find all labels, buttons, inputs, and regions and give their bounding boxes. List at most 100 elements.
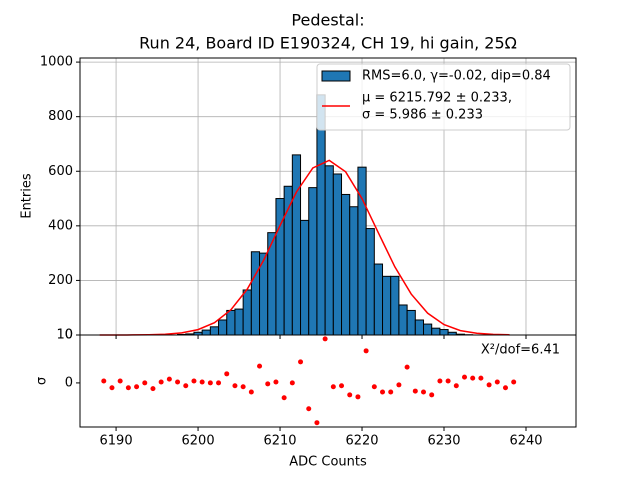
residual-point	[289, 380, 295, 386]
residual-point	[265, 381, 271, 387]
bar	[341, 193, 351, 336]
chart-subtitle: Run 24, Board ID E190324, CH 19, hi gain…	[139, 34, 517, 53]
bar	[423, 323, 433, 336]
residual-point	[232, 383, 238, 389]
bar	[439, 329, 449, 336]
residual-point	[322, 336, 328, 342]
residual-point	[142, 380, 148, 386]
bar	[406, 309, 416, 336]
residual-point	[314, 420, 320, 426]
y-tick-label: 0	[65, 328, 73, 343]
bar	[308, 187, 318, 336]
residual-point	[273, 379, 279, 385]
residual-point	[486, 382, 492, 388]
bar	[226, 309, 236, 336]
residual-point	[412, 388, 418, 394]
residual-point	[117, 378, 123, 384]
bar	[316, 94, 326, 336]
y-tick-label: 400	[48, 218, 73, 233]
bar	[300, 219, 310, 336]
bar	[382, 275, 392, 336]
legend-patch	[321, 70, 351, 82]
bar	[291, 154, 302, 336]
bar	[365, 228, 375, 336]
legend-label: μ = 6215.792 ± 0.233,	[362, 91, 512, 106]
residual-point	[330, 384, 336, 390]
bar	[332, 173, 343, 336]
residual-point	[150, 386, 156, 392]
residual-point	[207, 380, 213, 386]
x-tick-label: 6230	[427, 434, 460, 449]
fit-line	[99, 159, 510, 336]
residual-point	[478, 375, 484, 381]
residual-point	[183, 383, 189, 389]
y-tick-label: 0	[65, 375, 73, 390]
residual-point	[494, 379, 500, 385]
bar	[234, 308, 244, 336]
residual-point	[175, 379, 181, 385]
bar	[373, 263, 384, 336]
x-tick-label: 6190	[100, 434, 133, 449]
residual-point	[502, 385, 508, 391]
annotation: X²/dof=6.41	[481, 343, 560, 358]
residual-point	[421, 389, 427, 395]
residual-point	[462, 374, 468, 380]
residual-point	[101, 378, 107, 384]
residual-point	[371, 384, 377, 390]
residual-point	[306, 406, 312, 412]
y-tick-label: 600	[48, 164, 73, 179]
residual-point	[388, 389, 394, 395]
bar	[201, 329, 211, 336]
x-tick-label: 6220	[345, 434, 378, 449]
residual-point	[240, 384, 246, 390]
x-tick-label: 6200	[182, 434, 215, 449]
chart-title: Pedestal:	[291, 11, 364, 30]
legend-label: RMS=6.0, γ=-0.02, dip=0.84	[362, 69, 551, 84]
residual-point	[224, 371, 230, 377]
residual-point	[396, 382, 402, 388]
residual-point	[125, 385, 131, 391]
y-axis-label: σ	[35, 377, 50, 385]
y-tick-label: 1000	[40, 55, 73, 70]
residual-point	[347, 392, 353, 398]
bar	[349, 206, 359, 336]
bar	[414, 319, 425, 336]
residual-point	[339, 383, 345, 389]
residual-point	[166, 376, 172, 382]
residual-point	[109, 385, 115, 391]
residual-point	[281, 395, 287, 401]
residual-point	[445, 378, 451, 384]
residual-point	[298, 359, 304, 365]
residual-point	[355, 394, 361, 400]
bar	[242, 289, 252, 336]
residual-point	[248, 389, 254, 395]
residual-point	[437, 378, 443, 384]
residual-point	[134, 384, 140, 390]
residual-point	[380, 389, 386, 395]
residual-point	[199, 379, 205, 385]
x-axis-label: ADC Counts	[289, 455, 367, 470]
bar	[250, 251, 261, 336]
residual-point	[429, 392, 435, 398]
bar	[209, 326, 220, 336]
residual-point	[363, 348, 369, 354]
y-tick-label: 800	[48, 109, 73, 124]
bar	[390, 275, 400, 336]
axes-frame	[79, 334, 577, 428]
residual-point	[158, 379, 164, 385]
residual-point	[216, 380, 222, 386]
bar	[431, 327, 441, 336]
x-tick-label: 6240	[509, 434, 542, 449]
legend-label: σ = 5.986 ± 0.233	[362, 108, 483, 123]
residual-point	[257, 363, 263, 369]
residual-point	[470, 375, 476, 381]
residual-point	[511, 379, 517, 385]
residual-point	[191, 378, 197, 384]
residual-point	[453, 383, 459, 389]
x-tick-label: 6210	[263, 434, 296, 449]
bar	[324, 165, 334, 336]
bar	[218, 319, 228, 336]
y-tick-label: 10	[56, 328, 73, 343]
y-tick-label: 200	[48, 273, 73, 288]
